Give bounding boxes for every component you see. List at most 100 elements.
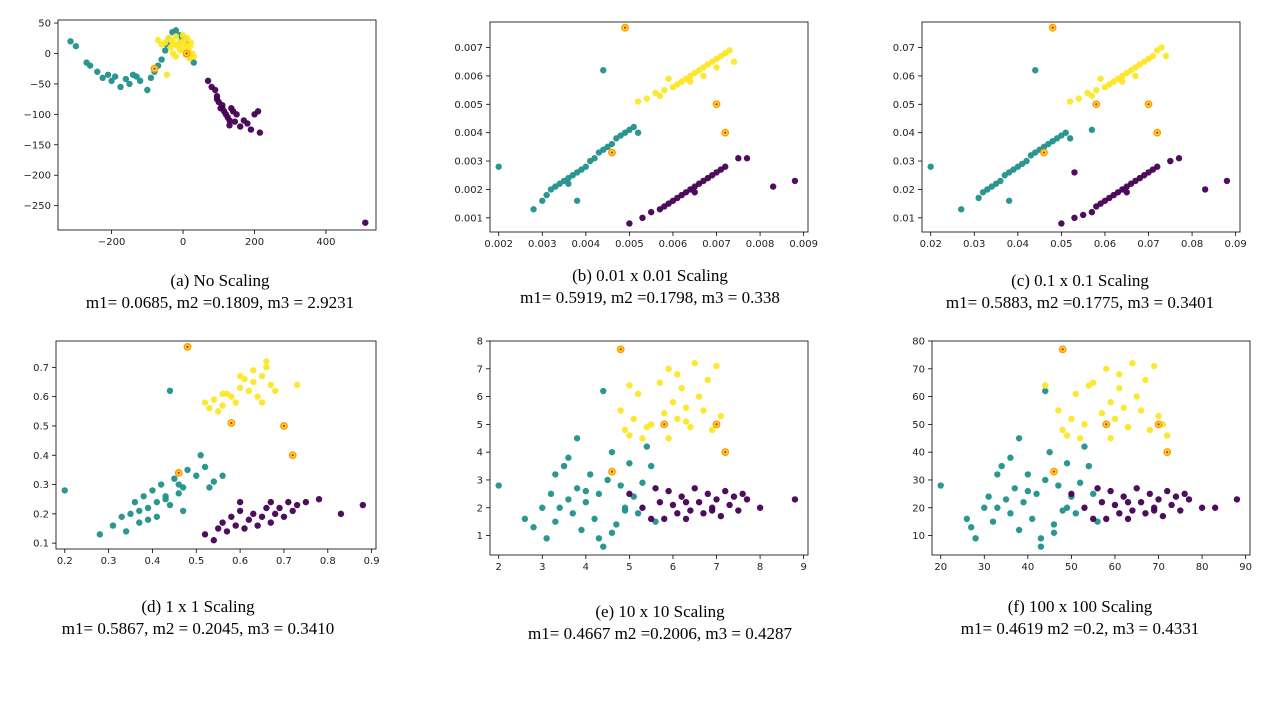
x-tick-label: 0.9 xyxy=(364,556,380,567)
data-point-cluster-purple xyxy=(647,208,655,216)
y-tick-label: 0.01 xyxy=(893,213,915,224)
data-point-cluster-yellow xyxy=(263,364,270,371)
x-tick-label: 0.008 xyxy=(746,239,775,250)
data-point-cluster-purple xyxy=(1094,485,1101,492)
data-point-cluster-purple xyxy=(236,498,244,506)
data-point-cluster-purple xyxy=(250,510,257,518)
highlight-center xyxy=(177,471,180,475)
data-point-cluster-purple xyxy=(226,117,233,124)
data-point-cluster-teal xyxy=(565,496,572,503)
data-point-cluster-purple xyxy=(232,522,239,529)
data-point-cluster-teal xyxy=(617,482,624,489)
data-point-cluster-teal xyxy=(1024,487,1032,495)
data-point-cluster-purple xyxy=(1133,485,1140,492)
data-point-cluster-purple xyxy=(626,490,633,498)
data-point-cluster-purple xyxy=(791,177,799,185)
data-point-cluster-teal xyxy=(184,466,191,474)
data-point-cluster-teal xyxy=(556,504,563,511)
data-point-cluster-purple xyxy=(1107,487,1114,495)
y-tick-label: 0.06 xyxy=(893,71,915,82)
data-point-cluster-purple xyxy=(1071,214,1078,222)
y-tick-label: −200 xyxy=(24,171,51,182)
y-tick-label: 6 xyxy=(477,392,483,403)
data-point-cluster-purple xyxy=(228,513,235,520)
data-point-cluster-yellow xyxy=(219,402,226,409)
data-point-cluster-purple xyxy=(212,86,219,94)
data-point-cluster-yellow xyxy=(1132,72,1139,80)
data-point-cluster-purple xyxy=(743,155,751,162)
data-point-cluster-yellow xyxy=(682,418,690,425)
data-point-cluster-purple xyxy=(201,531,209,538)
data-point-cluster-teal xyxy=(104,71,112,78)
data-point-cluster-teal xyxy=(1055,482,1062,489)
x-tick-label: 200 xyxy=(245,237,264,248)
data-point-cluster-yellow xyxy=(172,33,180,40)
data-point-cluster-teal xyxy=(1062,129,1069,136)
panel-c: 0.02 0.03 0.04 0.05 0.06 0.07 0.08 0.09 0.01 0.02… xyxy=(880,14,1280,314)
data-point-cluster-purple xyxy=(1124,498,1132,506)
data-point-cluster-teal xyxy=(111,73,119,80)
caption-d: (d) 1 x 1 Scaling m1= 0.5867, m2 = 0.204… xyxy=(28,596,368,640)
data-point-cluster-yellow xyxy=(634,98,642,105)
data-point-cluster-purple xyxy=(1116,510,1123,517)
data-point-cluster-teal xyxy=(96,531,104,538)
data-point-cluster-purple xyxy=(276,504,283,512)
data-point-cluster-purple xyxy=(236,507,244,515)
caption-title: (c) 0.1 x 0.1 Scaling xyxy=(1011,271,1149,290)
caption-f: (f) 100 x 100 Scaling m1= 0.4619 m2 =0.2… xyxy=(910,596,1250,640)
data-point-cluster-purple xyxy=(639,504,646,511)
data-point-cluster-purple xyxy=(1164,487,1171,495)
data-point-cluster-purple xyxy=(210,537,218,544)
data-point-cluster-purple xyxy=(691,485,698,492)
highlight-center xyxy=(153,67,156,70)
data-point-cluster-teal xyxy=(1063,460,1071,467)
data-point-cluster-teal xyxy=(193,472,200,479)
data-point-cluster-teal xyxy=(573,197,581,204)
data-point-cluster-purple xyxy=(682,498,690,506)
y-tick-label: 0.7 xyxy=(33,363,49,374)
data-point-cluster-teal xyxy=(67,38,74,45)
panel-a: −200 0 200 400 50 0 −50 −100 −150 −200 −250 (a) No… xyxy=(0,14,420,314)
data-point-cluster-purple xyxy=(1185,496,1193,503)
data-point-cluster-purple xyxy=(726,501,733,509)
data-point-cluster-teal xyxy=(582,163,590,170)
data-point-cluster-teal xyxy=(573,435,581,442)
data-point-cluster-teal xyxy=(153,513,161,520)
y-tick-label: 2 xyxy=(477,503,483,514)
x-tick-label: 0.002 xyxy=(484,239,513,250)
highlight-center xyxy=(610,470,614,473)
data-point-cluster-purple xyxy=(289,507,296,515)
data-point-cluster-teal xyxy=(634,129,642,136)
data-point-cluster-teal xyxy=(147,74,155,82)
data-point-cluster-teal xyxy=(206,484,213,491)
data-point-cluster-teal xyxy=(1076,479,1084,486)
data-point-cluster-purple xyxy=(1123,189,1130,196)
data-point-cluster-yellow xyxy=(678,385,685,392)
data-point-cluster-teal xyxy=(127,510,134,518)
data-point-cluster-teal xyxy=(94,68,101,75)
data-point-cluster-teal xyxy=(175,481,182,488)
data-point-cluster-teal xyxy=(1024,471,1032,478)
data-point-cluster-teal xyxy=(166,387,174,395)
data-point-cluster-teal xyxy=(613,521,620,528)
data-point-cluster-purple xyxy=(1081,504,1088,511)
data-point-cluster-purple xyxy=(302,498,310,506)
data-point-cluster-yellow xyxy=(656,92,664,99)
data-point-cluster-teal xyxy=(1002,496,1010,503)
y-tick-label: 20 xyxy=(912,503,925,514)
data-point-cluster-yellow xyxy=(713,362,720,370)
scatter-plot-f: 20 30 40 50 60 70 80 90 10 20 30 40 50 60 70 80 xyxy=(912,337,1252,574)
scatter-plot-a: −200 0 200 400 50 0 −50 −100 −150 −200 −250 xyxy=(24,19,377,248)
data-point-cluster-yellow xyxy=(1063,432,1071,439)
highlight-center xyxy=(1105,423,1108,426)
data-point-cluster-purple xyxy=(735,155,742,162)
data-point-cluster-yellow xyxy=(1164,432,1171,439)
data-point-cluster-purple xyxy=(315,495,323,503)
data-point-cluster-teal xyxy=(1032,67,1039,74)
data-point-cluster-purple xyxy=(1211,504,1219,511)
data-point-cluster-purple xyxy=(231,118,239,125)
data-point-cluster-yellow xyxy=(634,390,642,398)
highlight-center xyxy=(724,450,727,454)
data-point-cluster-yellow xyxy=(661,86,668,94)
axes-frame xyxy=(489,340,809,556)
